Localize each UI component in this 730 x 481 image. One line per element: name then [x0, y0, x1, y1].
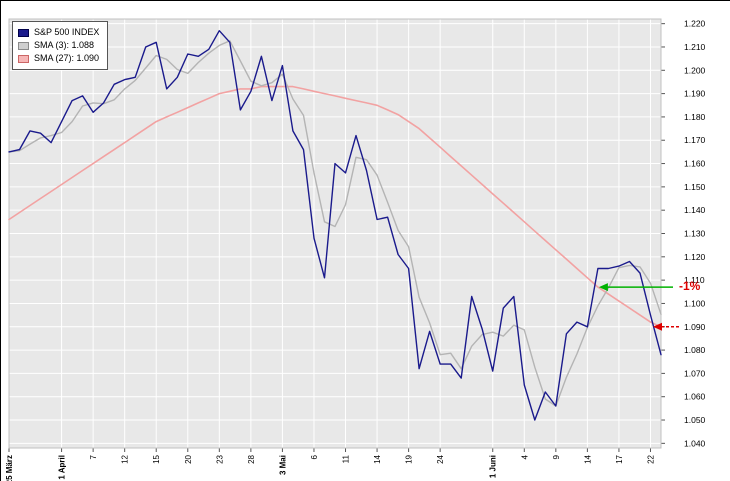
y-tick-label: 1.210 — [684, 42, 706, 52]
y-tick-label: 1.090 — [684, 322, 706, 332]
red-arrow — [653, 322, 681, 331]
y-tick-label: 1.100 — [684, 298, 706, 308]
y-tick-label: 1.110 — [684, 275, 705, 285]
x-tick-label: 23 — [215, 454, 224, 463]
x-tick-label: 14 — [583, 454, 592, 463]
y-tick-label: 1.040 — [684, 438, 706, 448]
y-tick-label: 1.080 — [684, 345, 706, 355]
percent-change-label: -1% — [679, 279, 701, 294]
x-tick-label: 3 Mai — [278, 455, 287, 475]
x-tick-label: 11 — [342, 454, 351, 463]
x-tick-label: 22 — [646, 454, 655, 463]
x-tick-label: 9 — [552, 454, 561, 459]
x-tick-label: 15 — [152, 454, 161, 463]
x-tick-label: 20 — [184, 454, 193, 463]
x-tick-label: 1 Juni — [489, 455, 498, 478]
legend-swatch-index — [18, 28, 29, 37]
legend-swatch-sma3 — [18, 41, 29, 50]
legend-item-sma3: SMA (3): 1.088 — [18, 39, 99, 52]
x-tick-label: 1 April — [58, 455, 67, 480]
sma3-line — [8, 40, 662, 407]
green-arrow — [598, 283, 673, 292]
x-tick-label: 12 — [121, 454, 130, 463]
legend-label-sma27: SMA (27): 1.090 — [34, 53, 100, 63]
legend-label-sma3: SMA (3): 1.088 — [34, 40, 95, 50]
legend-item-sma27: SMA (27): 1.090 — [18, 52, 99, 65]
y-tick-label: 1.070 — [684, 368, 706, 378]
y-tick-label: 1.050 — [684, 415, 706, 425]
x-tick-label: 4 — [520, 454, 529, 459]
y-tick-label: 1.170 — [684, 135, 706, 145]
x-tick-label: 25 März — [5, 455, 14, 481]
y-tick-label: 1.220 — [684, 19, 706, 29]
sma27-line — [8, 85, 662, 328]
y-tick-label: 1.120 — [684, 252, 706, 262]
y-tick-label: 1.140 — [684, 205, 706, 215]
legend-swatch-sma27 — [18, 54, 29, 63]
chart-legend: S&P 500 INDEX SMA (3): 1.088 SMA (27): 1… — [12, 21, 109, 70]
sp500-line — [8, 30, 662, 421]
y-tick-label: 1.150 — [684, 182, 706, 192]
x-tick-label: 17 — [615, 454, 624, 463]
legend-label-index: S&P 500 INDEX — [34, 27, 100, 37]
y-tick-label: 1.190 — [684, 89, 706, 99]
x-tick-label: 14 — [373, 454, 382, 463]
x-tick-label: 6 — [310, 454, 319, 459]
y-tick-label: 1.160 — [684, 159, 706, 169]
x-tick-label: 28 — [247, 454, 256, 463]
y-tick-label: 1.180 — [684, 112, 706, 122]
y-tick-label: 1.130 — [684, 229, 706, 239]
legend-item-index: S&P 500 INDEX — [18, 26, 99, 39]
y-tick-label: 1.060 — [684, 392, 706, 402]
y-tick-label: 1.200 — [684, 65, 706, 75]
x-tick-label: 7 — [89, 454, 98, 459]
axis-labels: 1.220 1.210 1.200 1.190 1.180 1.170 1.160 1.150… — [5, 19, 706, 481]
x-tick-label: 24 — [436, 454, 445, 463]
plot-border — [8, 18, 662, 449]
x-tick-label: 19 — [405, 454, 414, 463]
